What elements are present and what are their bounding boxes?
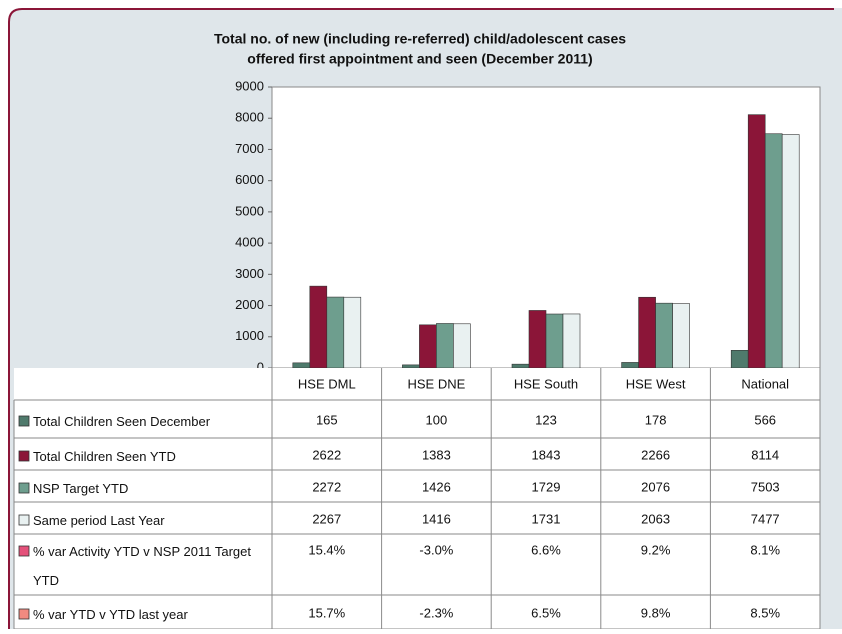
y-tick-label: 3000 xyxy=(235,266,264,281)
table-cell: -2.3% xyxy=(419,605,453,620)
table-cell: 1383 xyxy=(422,447,451,462)
table-cell: 165 xyxy=(316,412,338,427)
y-tick-label: 0 xyxy=(257,359,264,374)
y-tick-label: 8000 xyxy=(235,110,264,125)
legend-label: NSP Target YTD xyxy=(33,480,129,496)
table-cell: 1843 xyxy=(532,447,561,462)
legend-swatch xyxy=(18,482,30,494)
table-cell: 15.7% xyxy=(308,605,345,620)
bar xyxy=(781,134,800,369)
table-cell: 2063 xyxy=(641,511,670,526)
table-cell: 6.6% xyxy=(531,542,561,557)
legend-swatch xyxy=(18,415,30,427)
table-cell: 2622 xyxy=(312,447,341,462)
bar xyxy=(655,302,673,369)
bar xyxy=(764,133,783,369)
legend-label: Total Children Seen YTD xyxy=(33,448,176,464)
bar xyxy=(638,296,656,369)
legend-label-box: Total Children Seen YTD xyxy=(33,448,176,464)
table-cell: 100 xyxy=(426,412,448,427)
bar xyxy=(528,310,547,369)
bar xyxy=(562,313,581,369)
table-bg xyxy=(14,368,820,629)
bar xyxy=(343,296,362,369)
legend-label: Same period Last Year xyxy=(33,512,165,528)
legend-swatch xyxy=(18,450,30,462)
table-cell: 566 xyxy=(754,412,776,427)
table-cell: 9.8% xyxy=(641,605,671,620)
bar xyxy=(545,313,564,369)
bar xyxy=(747,114,766,369)
y-tick-label: 2000 xyxy=(235,297,264,312)
table-cell: 15.4% xyxy=(308,542,345,557)
bar xyxy=(672,303,690,369)
bar xyxy=(511,363,530,369)
legend-swatch xyxy=(18,514,30,526)
legend-label-box: % var Activity YTD v NSP 2011 Target YTD xyxy=(33,543,251,588)
legend-label: Total Children Seen December xyxy=(33,413,211,429)
legend-label-box: Total Children Seen December xyxy=(33,413,211,429)
y-tick-label: 1000 xyxy=(235,328,264,343)
chart-subtitle: offered first appointment and seen (Dece… xyxy=(247,51,592,67)
table-cell: 6.5% xyxy=(531,605,561,620)
legend-label: % var YTD v YTD last year xyxy=(33,606,188,622)
table-cell: 1416 xyxy=(422,511,451,526)
table-cell: 123 xyxy=(535,412,557,427)
table-cell: 7503 xyxy=(751,479,780,494)
bar xyxy=(292,362,311,369)
table-cell: 9.2% xyxy=(641,542,671,557)
table-cell: 2272 xyxy=(312,479,341,494)
table-cell: -3.0% xyxy=(419,542,453,557)
y-tick-label: 4000 xyxy=(235,235,264,250)
x-tick-label: National xyxy=(741,376,789,391)
x-tick-label: HSE South xyxy=(514,376,578,391)
x-tick-label: HSE DML xyxy=(298,376,356,391)
legend-label-box: Same period Last Year xyxy=(33,512,165,528)
table-cell: 1426 xyxy=(422,479,451,494)
table-cell: 1729 xyxy=(532,479,561,494)
table-cell: 8114 xyxy=(751,447,779,462)
legend-label-box: % var YTD v YTD last year xyxy=(33,606,188,622)
legend-label: % var Activity YTD v NSP 2011 Target YTD xyxy=(33,543,251,588)
legend-swatch xyxy=(18,545,30,557)
legend-label-box: NSP Target YTD xyxy=(33,480,129,496)
bar xyxy=(419,324,437,369)
y-tick-label: 7000 xyxy=(235,141,264,156)
table-cell: 178 xyxy=(645,412,667,427)
table-cell: 2266 xyxy=(641,447,670,462)
y-tick-label: 9000 xyxy=(235,78,264,93)
x-tick-label: HSE West xyxy=(626,376,686,391)
table-cell: 2267 xyxy=(312,511,341,526)
table-cell: 7477 xyxy=(751,511,780,526)
legend-swatch xyxy=(18,608,30,620)
bar xyxy=(621,362,639,369)
y-tick-label: 5000 xyxy=(235,203,264,218)
chart-title: Total no. of new (including re-referred)… xyxy=(214,31,626,47)
bar xyxy=(326,296,345,369)
table-cell: 8.1% xyxy=(750,542,780,557)
table-cell: 2076 xyxy=(641,479,670,494)
bar xyxy=(309,285,328,369)
bar xyxy=(730,350,749,369)
panel-border xyxy=(8,8,834,629)
x-tick-label: HSE DNE xyxy=(408,376,466,391)
table-cell: 8.5% xyxy=(750,605,780,620)
bar xyxy=(436,323,454,369)
bar xyxy=(453,323,471,369)
y-tick-label: 6000 xyxy=(235,172,264,187)
table-cell: 1731 xyxy=(532,511,561,526)
bar xyxy=(402,364,420,369)
